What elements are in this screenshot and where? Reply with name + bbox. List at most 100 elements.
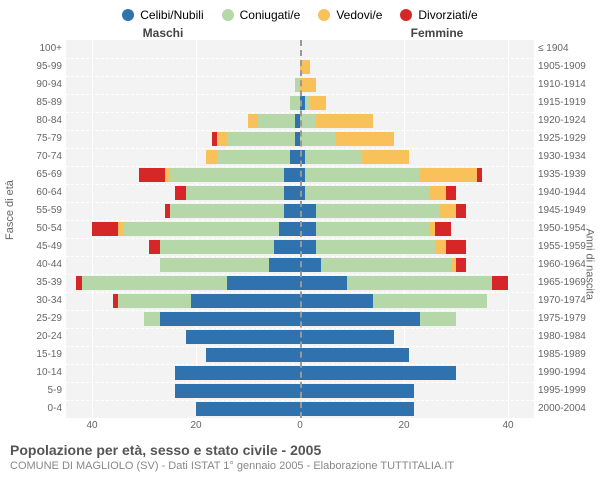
birth-tick: 1975-1979 — [538, 310, 594, 328]
female-half — [300, 42, 534, 56]
legend-swatch — [400, 9, 412, 21]
bar-segment — [305, 150, 362, 164]
population-pyramid-chart: Celibi/Nubili Coniugati/e Vedovi/e Divorzia… — [0, 0, 600, 500]
bar-segment — [316, 240, 436, 254]
chart-subtitle: COMUNE DI MAGLIOLO (SV) - Dati ISTAT 1° … — [10, 460, 590, 472]
bar-segment — [321, 258, 451, 272]
bar-segment — [362, 150, 409, 164]
birth-tick: 1925-1929 — [538, 130, 594, 148]
bar-segment — [300, 132, 336, 146]
bar-segment — [373, 294, 487, 308]
bar-segment — [305, 186, 430, 200]
bar-segment — [477, 168, 482, 182]
birth-tick: 1915-1919 — [538, 94, 594, 112]
bar-segment — [300, 114, 316, 128]
female-half — [300, 150, 534, 164]
bar-segment — [82, 276, 228, 290]
age-tick: 85-89 — [6, 94, 62, 112]
female-half — [300, 114, 534, 128]
male-half — [66, 60, 300, 74]
male-half — [66, 402, 300, 416]
bar-segment — [274, 240, 300, 254]
male-half — [66, 366, 300, 380]
bar-segment — [149, 240, 159, 254]
bar-segment — [435, 240, 445, 254]
bar-segment — [300, 330, 394, 344]
age-tick: 70-74 — [6, 148, 62, 166]
bar-segment — [170, 168, 284, 182]
female-half — [300, 168, 534, 182]
x-tick: 20 — [190, 420, 201, 431]
bar-segment — [300, 258, 321, 272]
bar-segment — [175, 384, 300, 398]
birth-tick: 1945-1949 — [538, 202, 594, 220]
legend-label: Coniugati/e — [240, 8, 301, 22]
female-half — [300, 132, 534, 146]
bar-segment — [336, 132, 393, 146]
birth-tick: ≤ 1904 — [538, 40, 594, 58]
male-header: Maschi — [66, 26, 300, 40]
birth-tick: 1985-1989 — [538, 346, 594, 364]
male-half — [66, 330, 300, 344]
birth-tick: 1935-1939 — [538, 166, 594, 184]
bar-segment — [300, 204, 316, 218]
female-half — [300, 276, 534, 290]
bar-segment — [170, 204, 284, 218]
legend-item: Celibi/Nubili — [122, 8, 203, 22]
bar-segment — [290, 96, 300, 110]
age-tick: 75-79 — [6, 130, 62, 148]
bar-segment — [269, 258, 300, 272]
bar-segment — [284, 168, 300, 182]
male-half — [66, 258, 300, 272]
bar-segment — [248, 114, 258, 128]
plot-area: Fasce di età Anni di nascita 100+95-9990… — [6, 40, 594, 418]
birth-tick: 1995-1999 — [538, 382, 594, 400]
age-tick: 80-84 — [6, 112, 62, 130]
male-half — [66, 276, 300, 290]
age-tick: 100+ — [6, 40, 62, 58]
male-half — [66, 132, 300, 146]
female-half — [300, 312, 534, 326]
birth-tick: 1980-1984 — [538, 328, 594, 346]
bar-segment — [139, 168, 165, 182]
bar-segment — [310, 96, 326, 110]
x-tick: 20 — [398, 420, 409, 431]
female-half — [300, 222, 534, 236]
male-half — [66, 78, 300, 92]
age-tick: 0-4 — [6, 400, 62, 418]
bar-segment — [191, 294, 300, 308]
bar-segment — [144, 312, 160, 326]
bar-segment — [300, 222, 316, 236]
bar-segment — [492, 276, 508, 290]
age-tick: 95-99 — [6, 58, 62, 76]
bar-segment — [160, 312, 300, 326]
legend-label: Divorziati/e — [418, 8, 477, 22]
male-half — [66, 348, 300, 362]
female-half — [300, 186, 534, 200]
legend-swatch — [318, 9, 330, 21]
bar-segment — [347, 276, 493, 290]
legend-label: Vedovi/e — [336, 8, 382, 22]
x-axis: 402002040 — [66, 420, 534, 436]
female-header: Femmine — [300, 26, 534, 40]
bar-segment — [420, 312, 456, 326]
bar-segment — [300, 78, 316, 92]
legend-swatch — [222, 9, 234, 21]
female-half — [300, 60, 534, 74]
bar-segment — [316, 204, 441, 218]
y-axis-label-right: Anni di nascita — [584, 228, 596, 300]
bar-segment — [160, 240, 274, 254]
bar-segment — [300, 312, 420, 326]
age-tick: 30-34 — [6, 292, 62, 310]
female-half — [300, 348, 534, 362]
bar-segment — [300, 348, 409, 362]
female-half — [300, 330, 534, 344]
male-half — [66, 150, 300, 164]
bar-segment — [420, 168, 477, 182]
bar-segment — [430, 186, 446, 200]
bar-segment — [440, 204, 456, 218]
bar-segment — [206, 348, 300, 362]
female-half — [300, 240, 534, 254]
female-half — [300, 294, 534, 308]
birth-tick: 1920-1924 — [538, 112, 594, 130]
